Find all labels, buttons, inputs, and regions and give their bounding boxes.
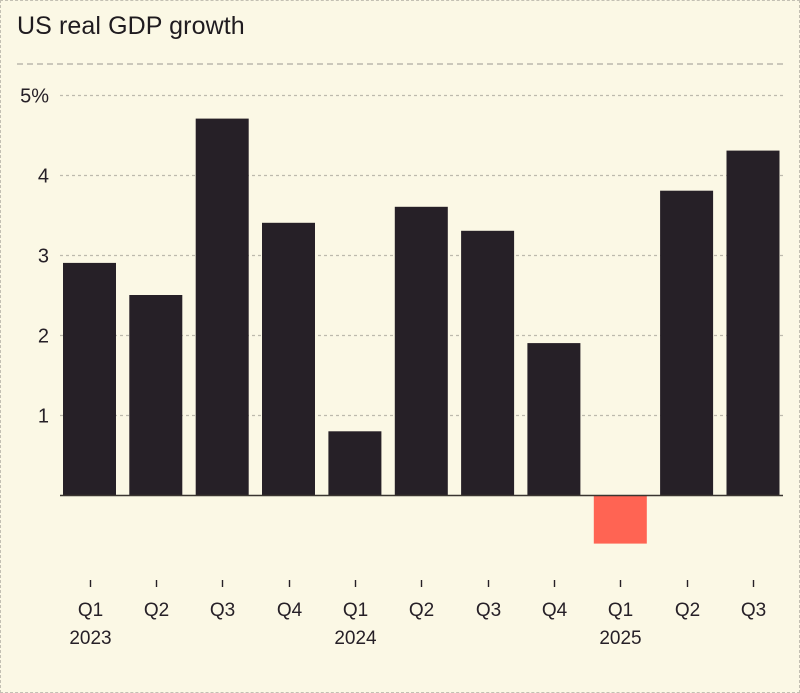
- bar-q3-2024: [461, 230, 515, 496]
- x-tick-label-quarter: Q1: [608, 600, 633, 621]
- x-tick-label-quarter: Q1: [78, 600, 103, 621]
- chart-title: US real GDP growth: [17, 12, 245, 40]
- bar-q2-2023: [129, 295, 183, 496]
- x-tick-label-quarter: Q3: [476, 600, 501, 621]
- bar-q2-2025: [660, 190, 714, 496]
- y-tick-label: 4: [38, 166, 49, 188]
- bar-q2-2024: [394, 206, 448, 496]
- y-tick-label: 2: [38, 326, 49, 348]
- x-tick-label-quarter: Q1: [343, 600, 368, 621]
- bar-q1-2025: [593, 495, 647, 544]
- y-tick-label: 5%: [20, 86, 49, 108]
- bar-q3-2025: [726, 150, 780, 496]
- x-tick-label-quarter: Q2: [409, 600, 434, 621]
- x-tick-label-quarter: Q3: [741, 600, 766, 621]
- x-tick-label-quarter: Q2: [144, 600, 169, 621]
- bar-q1-2023: [63, 262, 116, 496]
- bars: [63, 118, 780, 544]
- bar-q3-2023: [195, 118, 249, 496]
- title-divider: [17, 63, 783, 65]
- y-axis-tick-labels: 1 2 3 4 5%: [20, 86, 49, 428]
- y-tick-label: 3: [38, 246, 49, 268]
- x-tick-label-year: 2024: [334, 628, 377, 649]
- x-tick-label-quarter: Q2: [675, 600, 700, 621]
- x-tick-label-year: 2025: [599, 628, 641, 649]
- bar-q4-2023: [262, 222, 315, 496]
- x-axis-ticks: Q1 2023 Q2 Q3 Q4 Q1 2024 Q2 Q3 Q4 Q1 2025 Q2 Q3: [69, 580, 766, 649]
- y-tick-label: 1: [38, 406, 49, 428]
- x-tick-label-year: 2023: [69, 628, 111, 649]
- x-tick-label-quarter: Q4: [277, 600, 303, 621]
- bar-q4-2024: [527, 343, 581, 496]
- x-tick-label-quarter: Q4: [542, 600, 568, 621]
- x-tick-label-quarter: Q3: [210, 600, 235, 621]
- bar-q1-2024: [328, 431, 382, 496]
